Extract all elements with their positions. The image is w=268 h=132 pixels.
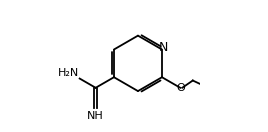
Text: N: N [159,41,168,54]
Text: O: O [177,83,185,93]
Text: H₂N: H₂N [58,68,79,78]
Text: NH: NH [87,111,104,121]
